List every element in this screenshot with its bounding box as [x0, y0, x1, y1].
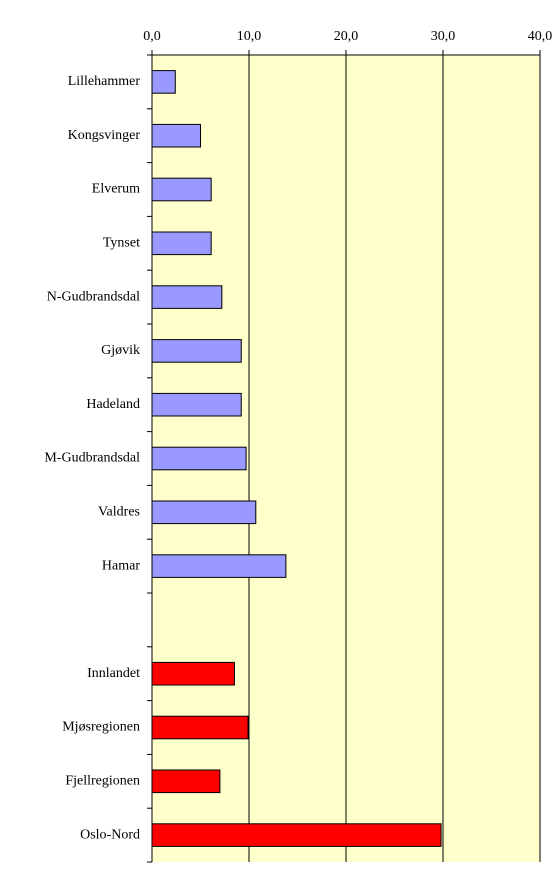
y-tick-label: Kongsvinger [68, 128, 141, 143]
y-tick-label: Lillehammer [68, 74, 141, 89]
y-tick-label: Gjøvik [101, 343, 140, 358]
y-tick-label: N-Gudbrandsdal [47, 289, 140, 304]
x-tick-label: 20,0 [334, 29, 359, 44]
bar [151, 177, 212, 202]
y-tick-label: M-Gudbrandsdal [44, 451, 140, 466]
y-tick-label: Fjellregionen [65, 774, 140, 789]
bar [151, 392, 242, 417]
y-tick-label: Tynset [103, 236, 140, 251]
bar [151, 70, 176, 94]
bar [151, 715, 249, 740]
y-tick-label: Mjøsregionen [62, 720, 140, 735]
bar [151, 285, 223, 309]
bar [151, 554, 287, 578]
x-tick-label: 0,0 [143, 29, 161, 44]
y-tick-label: Oslo-Nord [80, 827, 140, 842]
y-tick-label: Hadeland [86, 397, 140, 412]
bar [151, 500, 257, 525]
bar [151, 339, 242, 363]
bar [151, 661, 235, 686]
x-tick-label: 30,0 [431, 29, 456, 44]
bar [151, 231, 212, 256]
y-tick-label: Hamar [102, 558, 140, 573]
bar [151, 823, 442, 847]
x-tick-label: 10,0 [237, 29, 262, 44]
y-tick-label: Elverum [92, 182, 140, 197]
y-tick-label: Innlandet [87, 666, 140, 681]
y-tick-label: Valdres [98, 505, 140, 520]
x-tick-label: 40,0 [528, 29, 553, 44]
bar [151, 446, 247, 471]
bar [151, 123, 201, 148]
bar [151, 769, 221, 794]
